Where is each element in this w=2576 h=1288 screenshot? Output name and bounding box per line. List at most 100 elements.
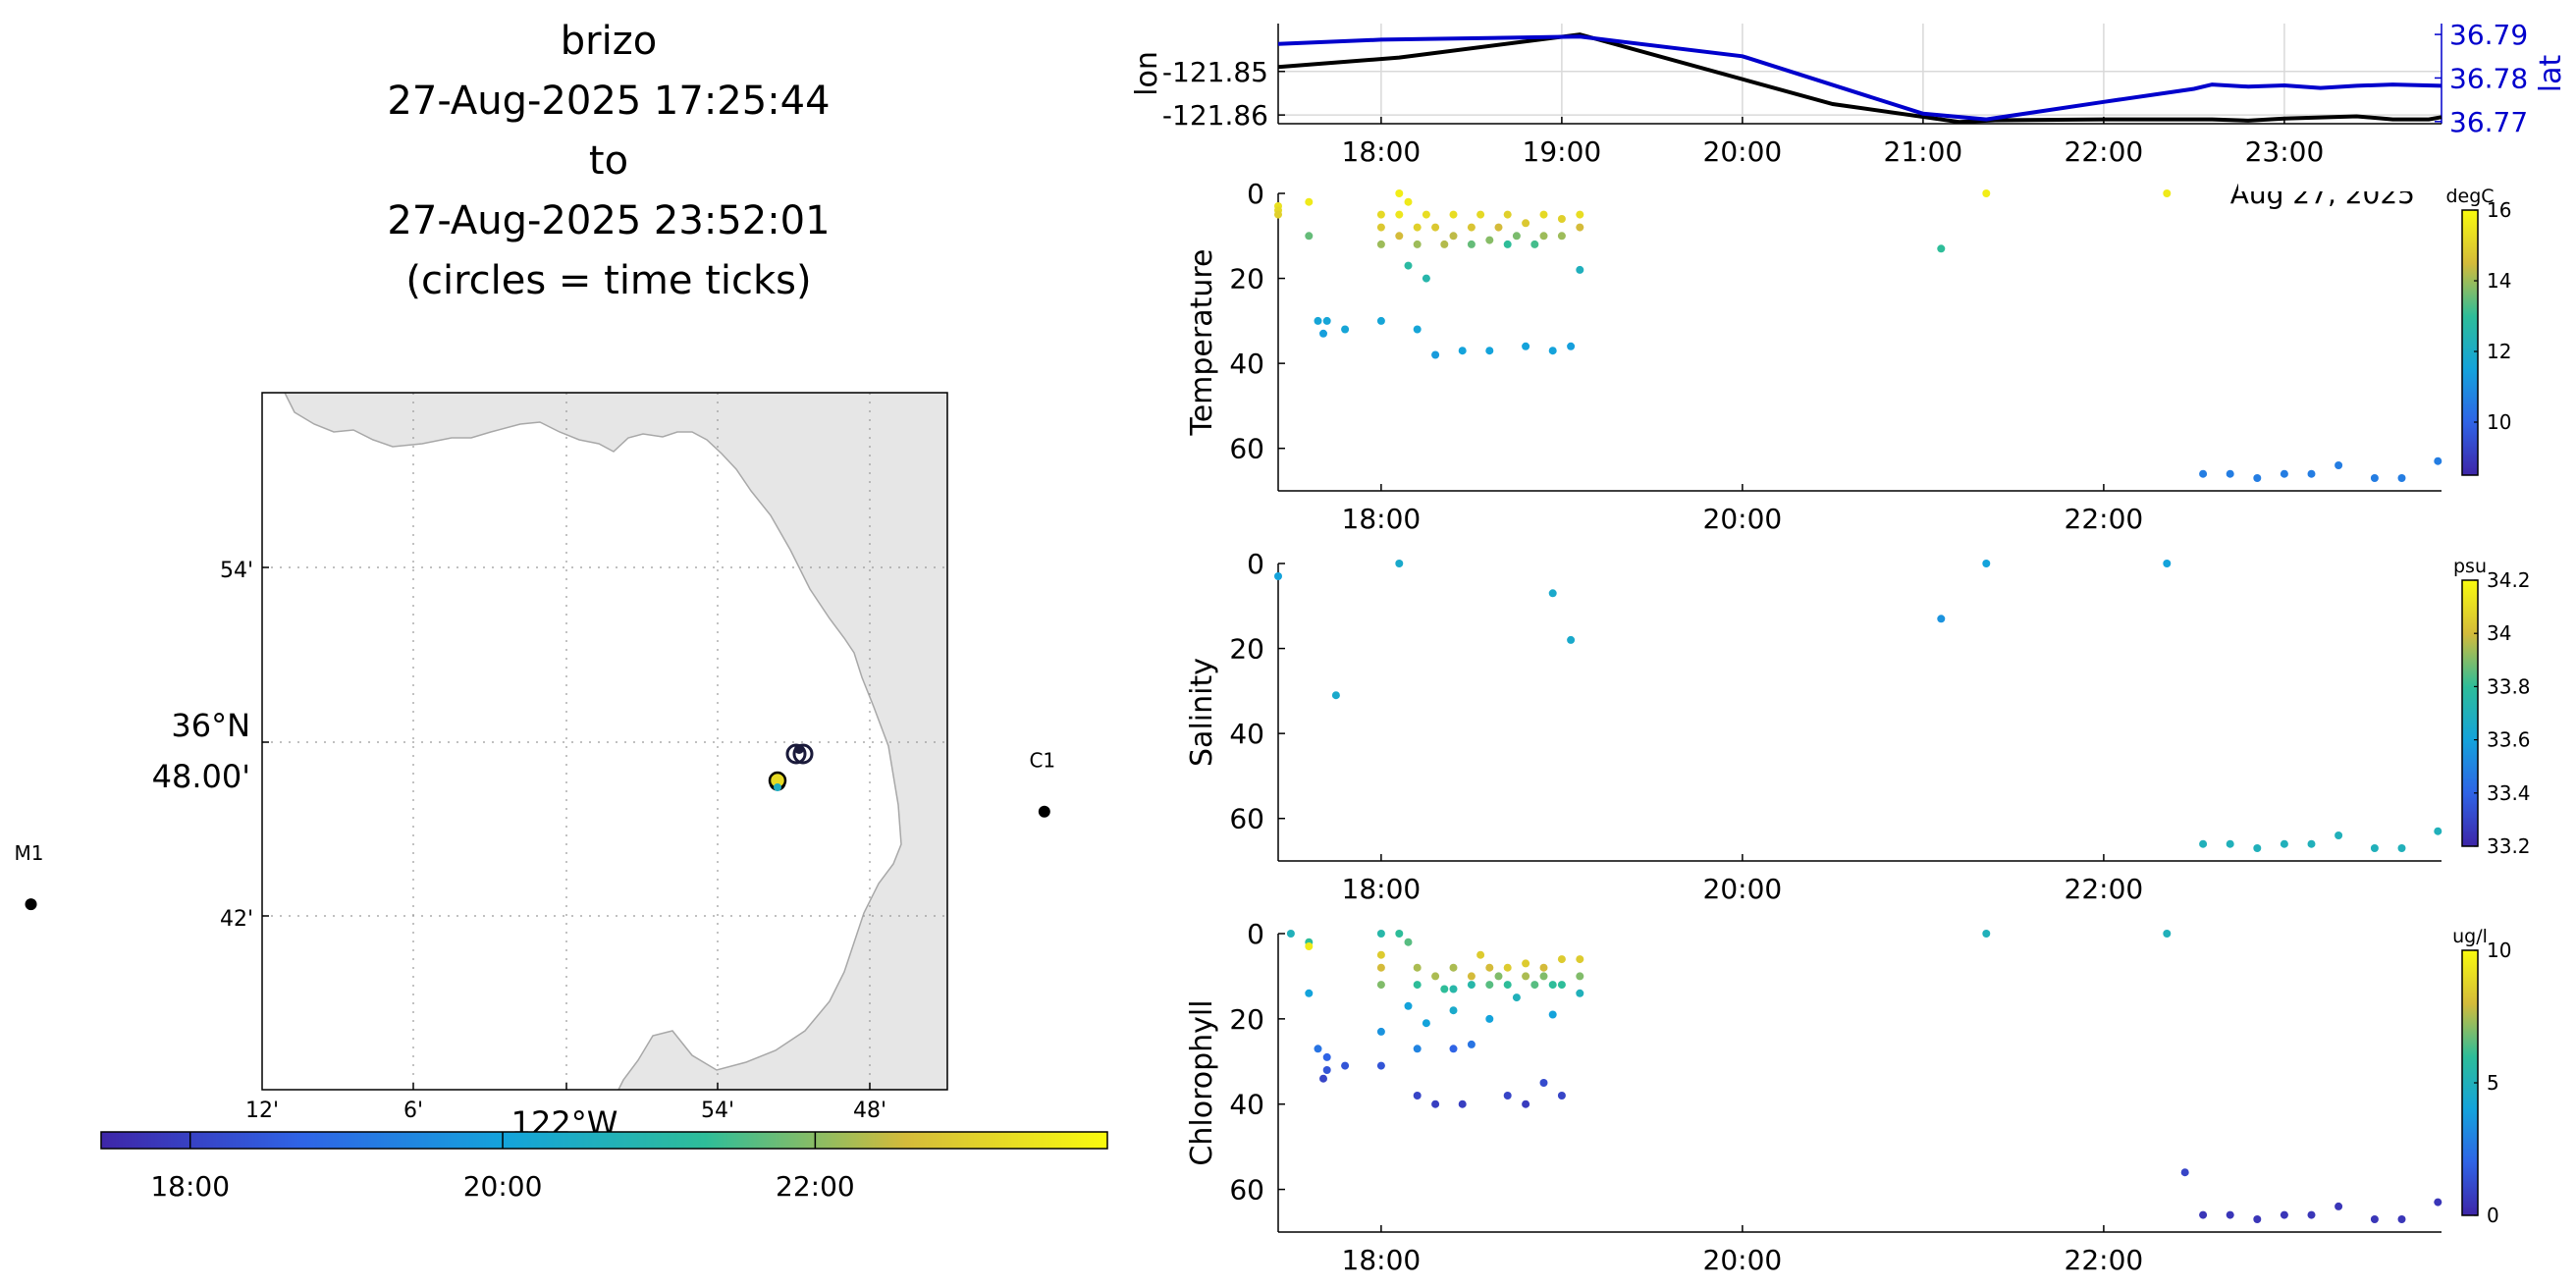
chlorophyll-ytick-label: 60 xyxy=(1229,1174,1264,1207)
temperature-point xyxy=(1422,274,1430,283)
chlorophyll-point xyxy=(1539,1079,1548,1087)
salinity-point xyxy=(2334,832,2343,839)
chlorophyll-point xyxy=(1512,993,1521,1002)
temperature-point xyxy=(1449,210,1458,219)
chlorophyll-point xyxy=(1413,1092,1422,1100)
salinity-ytick-label: 60 xyxy=(1229,803,1264,835)
temperature-point xyxy=(2163,189,2172,197)
chlorophyll-point xyxy=(1467,981,1476,990)
salinity-xtick-label: 20:00 xyxy=(1703,873,1783,905)
salinity-point xyxy=(1567,635,1576,644)
temperature-colorbar-tick-label: 10 xyxy=(2487,410,2511,434)
salinity-point xyxy=(2199,839,2208,848)
temperature-ytick-label: 40 xyxy=(1229,348,1264,380)
chlorophyll-ytick-label: 40 xyxy=(1229,1089,1264,1121)
chlorophyll-colorbar-unit: ug/l xyxy=(2452,926,2488,947)
time-colorbar: 18:00 20:00 22:00 xyxy=(100,1131,1108,1203)
position-xtick-label: 23:00 xyxy=(2245,135,2325,168)
chlorophyll-point xyxy=(1431,1100,1440,1108)
lon-axis-title: lon xyxy=(1130,51,1164,96)
chlorophyll-point xyxy=(1376,963,1385,972)
chlorophyll-point xyxy=(1314,1045,1322,1053)
map-note: (circles = time ticks) xyxy=(405,258,812,303)
temperature-axis-title: Temperature xyxy=(1185,248,1219,436)
chlorophyll-point xyxy=(2334,1202,2343,1210)
chlorophyll-point xyxy=(1376,930,1385,938)
salinity-ytick-label: 20 xyxy=(1229,633,1264,666)
temperature-point xyxy=(1557,232,1566,241)
salinity-colorbar xyxy=(2461,579,2479,847)
chlorophyll-point xyxy=(1449,963,1458,972)
salinity-colorbar-tick-label: 34 xyxy=(2487,621,2511,645)
temperature-point xyxy=(1341,325,1350,334)
chlorophyll-ytick-label: 20 xyxy=(1229,1003,1264,1036)
salinity-point xyxy=(1982,560,1991,567)
salinity-ytick-label: 0 xyxy=(1247,548,1264,580)
temperature-point xyxy=(2280,469,2288,478)
temperature-point xyxy=(1395,232,1404,241)
temperature-ytick-label: 0 xyxy=(1247,178,1264,210)
temperature-point xyxy=(1522,219,1530,228)
salinity-colorbar-unit: psu xyxy=(2453,556,2487,577)
map-track xyxy=(768,743,814,791)
chlorophyll-point xyxy=(1539,972,1548,981)
temperature-point xyxy=(1431,350,1440,359)
chlorophyll-point xyxy=(2280,1210,2288,1219)
chlorophyll-point xyxy=(1467,1040,1476,1048)
chlorophyll-point xyxy=(1395,930,1404,938)
chlorophyll-point xyxy=(1449,1006,1458,1015)
station-label-M1: M1 xyxy=(15,841,44,865)
temperature-point xyxy=(1485,236,1494,244)
temperature-colorbar-unit: degC xyxy=(2445,186,2494,207)
map-lat-label: 54' xyxy=(220,559,253,583)
temperature-point xyxy=(1539,232,1548,241)
map-lon-label: 12' xyxy=(245,1099,279,1123)
chlorophyll-point xyxy=(1557,1092,1566,1100)
temperature-point xyxy=(1494,223,1503,232)
temperature-ytick-label: 20 xyxy=(1229,263,1264,295)
temperature-point xyxy=(2334,461,2343,469)
chlorophyll-point xyxy=(1322,1066,1331,1074)
temperature-xtick-label: 20:00 xyxy=(1703,503,1783,535)
temperature-point xyxy=(1512,232,1521,241)
chlorophyll-point xyxy=(1485,1014,1494,1023)
chlorophyll-point xyxy=(1522,972,1530,981)
salinity-colorbar-tick-label: 33.4 xyxy=(2487,781,2531,805)
title-connector: to xyxy=(588,138,629,184)
chlorophyll-point xyxy=(1530,981,1539,990)
chlorophyll-point xyxy=(1522,1100,1530,1108)
vehicle-name: brizo xyxy=(560,19,658,64)
temperature-point xyxy=(1522,342,1530,350)
map-lat-major-label: 36°N xyxy=(171,707,250,744)
salinity-point xyxy=(1395,560,1404,567)
position-xtick-label: 21:00 xyxy=(1884,135,1963,168)
salinity-point xyxy=(1331,691,1340,700)
map-stations: M1 C1 xyxy=(15,749,1055,911)
temperature-colorbar-tick-label: 14 xyxy=(2487,269,2511,293)
position-series-lat xyxy=(1277,34,2442,122)
temperature-point xyxy=(1576,210,1584,219)
map-title: brizo 27-Aug-2025 17:25:44 to 27-Aug-202… xyxy=(295,12,923,311)
position-xtick-label: 20:00 xyxy=(1703,135,1783,168)
time-colorbar-gradient xyxy=(100,1131,1108,1150)
chlorophyll-xtick-label: 22:00 xyxy=(2065,1244,2144,1276)
chlorophyll-point xyxy=(2397,1215,2406,1223)
salinity-point xyxy=(2307,839,2316,848)
chlorophyll-point xyxy=(2180,1168,2189,1177)
chlorophyll-point xyxy=(2307,1210,2316,1219)
time-colorbar-ticks: 18:00 20:00 22:00 xyxy=(150,1132,855,1203)
time-colorbar-label: 20:00 xyxy=(463,1170,543,1203)
chlorophyll-point xyxy=(1404,1001,1413,1010)
salinity-xtick-label: 18:00 xyxy=(1342,873,1422,905)
temperature-point xyxy=(1485,347,1494,355)
chlorophyll-point xyxy=(1413,963,1422,972)
salinity-point xyxy=(2370,844,2379,852)
lat-ytick-label: 36.78 xyxy=(2449,62,2528,94)
chlorophyll-point xyxy=(1286,930,1295,938)
chlorophyll-point xyxy=(1576,955,1584,964)
temperature-colorbar-tick-label: 12 xyxy=(2487,340,2511,363)
temperature-point xyxy=(1449,232,1458,241)
temperature-point xyxy=(1576,223,1584,232)
